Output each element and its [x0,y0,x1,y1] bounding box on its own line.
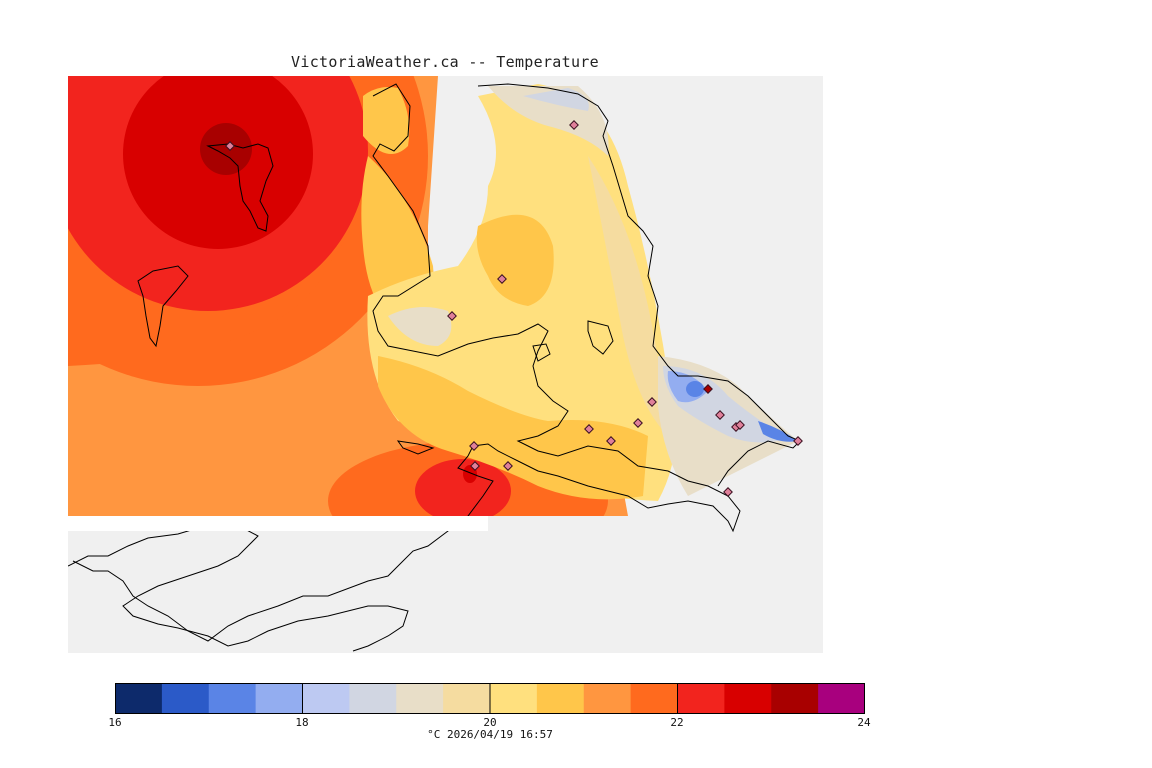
colorbar-swatch [255,683,304,713]
colorbar-swatch [208,683,257,713]
colorbar-swatch [349,683,397,713]
station-marker[interactable] [447,311,457,321]
station-marker[interactable] [569,120,579,130]
small-island-c [532,343,551,362]
west-island-coastline [137,265,189,348]
north-island-coastline [206,143,274,232]
colorbar-swatch [818,683,866,713]
colorbar-tick: 24 [857,716,871,729]
colorbar-tick: 18 [295,716,309,729]
station-marker[interactable] [633,418,643,428]
colorbar-swatch [536,683,585,713]
station-marker[interactable] [793,436,803,446]
station-marker[interactable] [584,424,594,434]
colorbar-tick: 22 [670,716,684,729]
peninsula-field [361,84,798,501]
small-island-b [587,320,614,355]
station-marker[interactable] [225,141,235,151]
station-markers[interactable] [225,120,803,497]
station-marker[interactable] [715,410,725,420]
colorbar-swatch [630,683,679,713]
colorbar-swatch [490,683,538,713]
colorbar-swatch [396,683,444,713]
station-marker[interactable] [469,441,479,451]
colorbar-swatch [302,683,350,713]
station-marker[interactable] [735,420,745,430]
colorbar-swatch [443,683,491,713]
colorbar-swatch [115,683,163,713]
colorbar-swatch [583,683,632,713]
colorbar-swatch [161,683,210,713]
colorbar-swatch [771,683,819,713]
station-marker[interactable] [647,397,657,407]
temperature-colorbar [115,683,866,715]
colorbar-swatch [724,683,772,713]
peninsula-coastline [72,83,741,642]
colorbar-swatches [115,683,866,714]
station-marker[interactable] [470,461,480,471]
temperature-map[interactable] [68,76,823,653]
station-marker[interactable] [503,461,513,471]
east-coastline [477,83,801,487]
colorbar-tick: 20 [483,716,497,729]
colorbar-ticks: 16 18 20 22 24 [0,716,1152,730]
station-marker[interactable] [497,274,507,284]
units-timestamp: °C 2026/04/19 16:57 [427,728,553,741]
station-marker[interactable] [606,436,616,446]
station-marker[interactable] [723,487,733,497]
south-land-coastline [68,527,409,652]
colorbar-tick: 16 [108,716,122,729]
station-marker[interactable] [703,384,713,394]
coastlines [68,83,801,652]
land-southwest [68,516,488,531]
map-title: VictoriaWeather.ca -- Temperature [291,53,599,71]
small-island-a [396,440,435,455]
colorbar-swatch [677,683,725,713]
